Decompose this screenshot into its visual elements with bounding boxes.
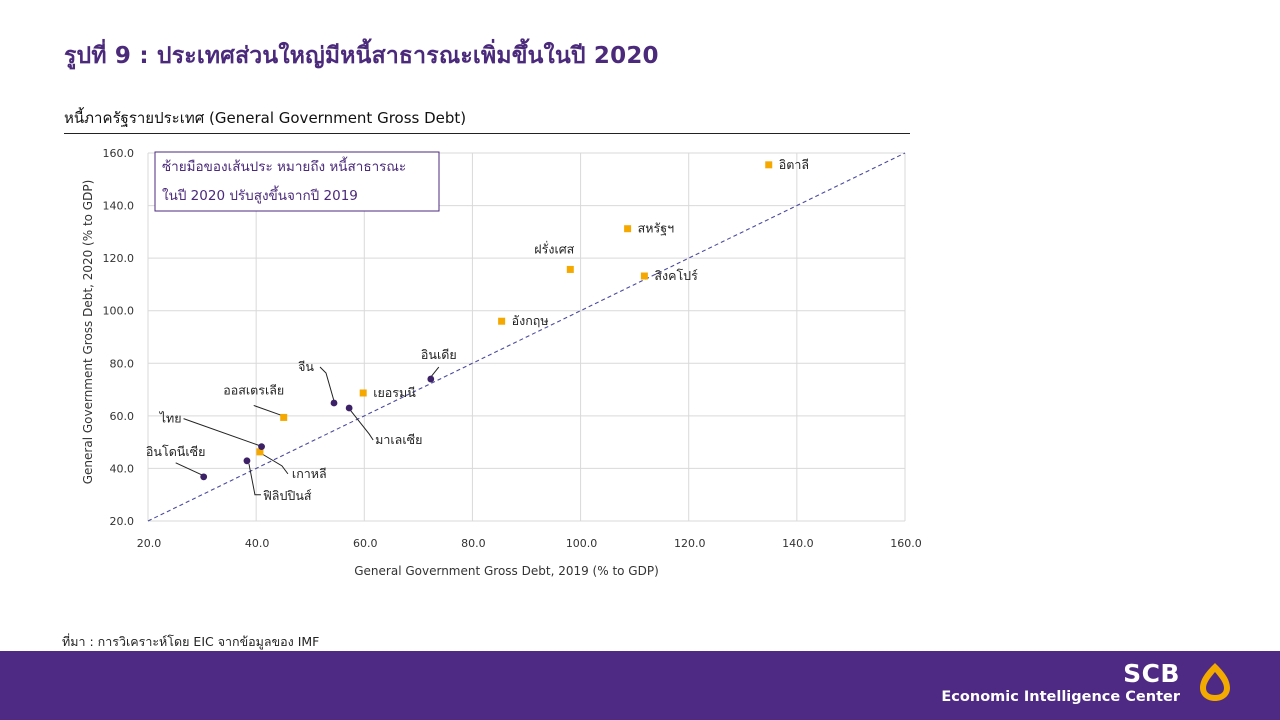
point-label: ออสเตรเลีย bbox=[223, 382, 284, 397]
annotation-line: ในปี 2020 ปรับสูงขึ้นจากปี 2019 bbox=[162, 185, 358, 204]
point-marker bbox=[256, 448, 264, 456]
leader-lines bbox=[175, 366, 440, 496]
data-points bbox=[200, 161, 773, 481]
point-marker bbox=[280, 413, 288, 421]
x-tick-label: 100.0 bbox=[566, 537, 598, 550]
grid bbox=[147, 152, 906, 522]
point-label: ไทย bbox=[159, 411, 182, 426]
leader-line bbox=[319, 366, 335, 402]
leader-line bbox=[253, 404, 282, 416]
brand-subtitle: Economic Intelligence Center bbox=[941, 689, 1180, 705]
source-note: ที่มา : การวิเคราะห์โดย EIC จากข้อมูลของ… bbox=[62, 634, 320, 649]
point-label: อังกฤษ bbox=[512, 313, 549, 328]
x-tick-label: 60.0 bbox=[353, 537, 378, 550]
annotation-box: ซ้ายมือของเส้นประ หมายถึง หนี้สาธารณะในป… bbox=[154, 151, 440, 212]
point-labels: อิตาลีสหรัฐฯฝรั่งเศสสิงคโปร์อังกฤษเยอรมน… bbox=[146, 157, 809, 503]
y-tick-label: 20.0 bbox=[110, 515, 135, 528]
x-axis-label: General Government Gross Debt, 2019 (% t… bbox=[354, 564, 659, 578]
leader-line bbox=[430, 366, 440, 378]
leader-line bbox=[248, 463, 261, 496]
point-label: อินเดีย bbox=[421, 347, 457, 362]
point-marker bbox=[498, 317, 506, 325]
axis-labels: General Government Gross Debt, 2019 (% t… bbox=[81, 180, 659, 578]
point-label: อินโดนีเซีย bbox=[146, 444, 206, 459]
x-tick-label: 20.0 bbox=[137, 537, 162, 550]
x-tick-label: 160.0 bbox=[890, 537, 922, 550]
point-label: เกาหลี bbox=[292, 466, 327, 481]
y-tick-label: 120.0 bbox=[103, 252, 135, 265]
slide-title: รูปที่ 9 : ประเทศส่วนใหญ่มีหนี้สาธารณะเพ… bbox=[64, 43, 659, 69]
point-marker bbox=[243, 457, 251, 465]
brand-name: SCB bbox=[1123, 659, 1180, 688]
chart-title: หนี้ภาครัฐรายประเทศ (General Government … bbox=[64, 106, 910, 134]
brand-block: SCB Economic Intelligence Center bbox=[941, 660, 1180, 706]
point-label: จีน bbox=[298, 359, 314, 374]
point-marker bbox=[200, 473, 208, 481]
leader-line bbox=[175, 462, 202, 476]
point-marker bbox=[359, 389, 367, 397]
diagonal-dashed-line bbox=[147, 152, 906, 522]
y-axis-label: General Government Gross Debt, 2020 (% t… bbox=[81, 180, 95, 485]
point-label: มาเลเซีย bbox=[375, 432, 422, 447]
x-tick-label: 140.0 bbox=[782, 537, 814, 550]
leader-line bbox=[183, 418, 260, 447]
point-marker bbox=[258, 443, 265, 451]
annotation-frame bbox=[154, 151, 440, 212]
leader-line bbox=[349, 409, 374, 441]
point-label: อิตาลี bbox=[779, 157, 809, 172]
point-marker bbox=[427, 375, 435, 383]
point-marker bbox=[624, 225, 632, 233]
y-tick-label: 100.0 bbox=[103, 305, 135, 318]
x-tick-label: 80.0 bbox=[461, 537, 486, 550]
point-label: สหรัฐฯ bbox=[638, 221, 675, 236]
annotation-line: ซ้ายมือของเส้นประ หมายถึง หนี้สาธารณะ bbox=[162, 156, 406, 175]
point-marker bbox=[640, 272, 648, 280]
y-tick-label: 40.0 bbox=[110, 462, 135, 475]
point-label: ฟิลิปปินส์ bbox=[263, 488, 312, 503]
y-tick-label: 80.0 bbox=[110, 357, 135, 370]
y-tick-label: 160.0 bbox=[103, 147, 135, 160]
x-tick-label: 120.0 bbox=[674, 537, 706, 550]
point-label: เยอรมนี bbox=[373, 385, 416, 400]
y-tick-label: 140.0 bbox=[103, 200, 135, 213]
point-label: สิงคโปร์ bbox=[654, 268, 698, 283]
point-label: ฝรั่งเศส bbox=[534, 240, 574, 256]
point-marker bbox=[345, 404, 353, 412]
tick-labels: 20.0 40.0 60.0 80.0 100.0 120.0 140.0 160.0 20.0… bbox=[103, 147, 922, 550]
point-marker bbox=[765, 161, 773, 169]
leader-line bbox=[261, 453, 289, 475]
scatter-chart: 20.0 40.0 60.0 80.0 100.0 120.0 140.0 160.0 20.0… bbox=[81, 147, 922, 578]
scb-logo-icon bbox=[1200, 663, 1230, 701]
reference-line bbox=[147, 152, 906, 522]
y-tick-label: 60.0 bbox=[110, 410, 135, 423]
point-marker bbox=[566, 265, 574, 273]
point-marker bbox=[330, 399, 338, 407]
footer-bar bbox=[0, 651, 1280, 720]
x-tick-label: 40.0 bbox=[245, 537, 270, 550]
